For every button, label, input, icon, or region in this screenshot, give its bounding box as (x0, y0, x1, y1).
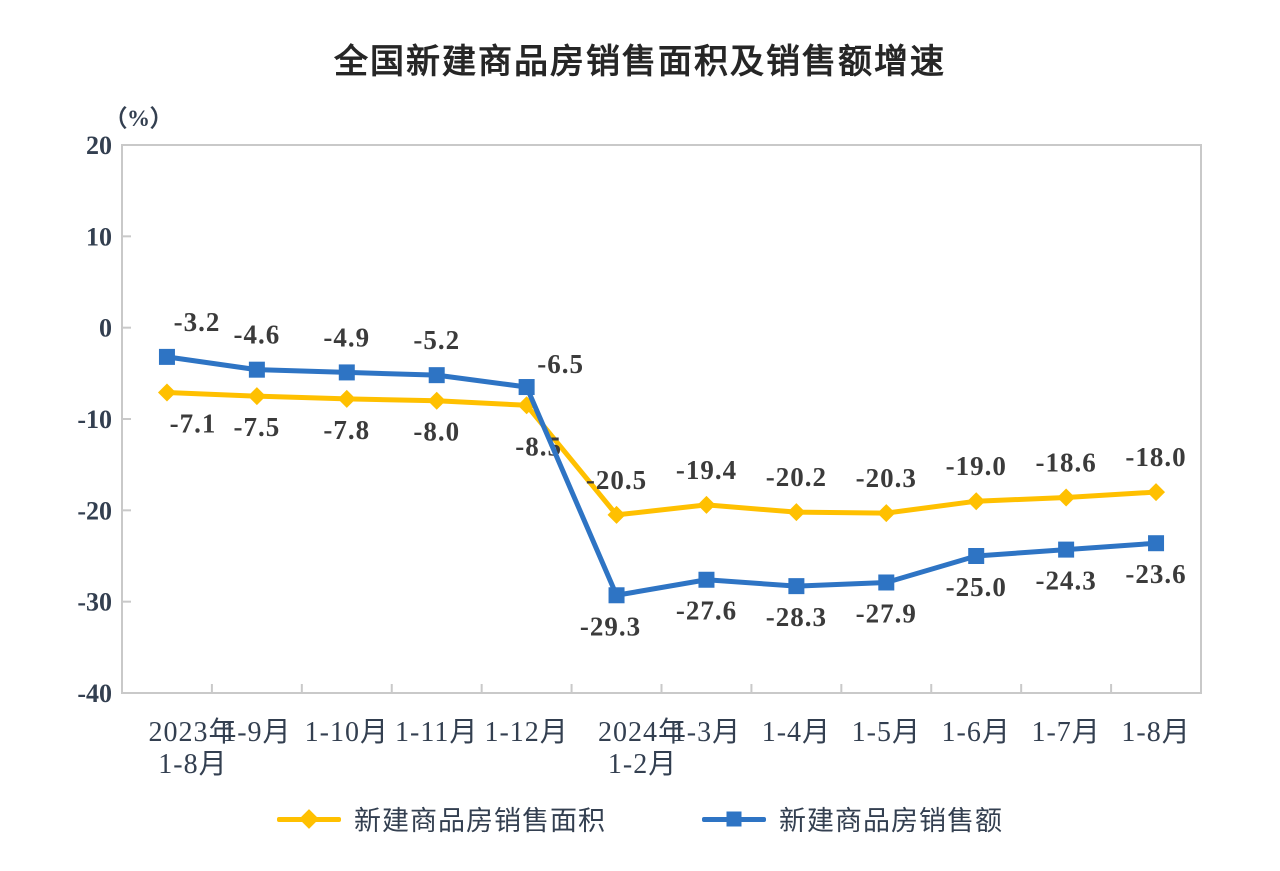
data-point-diamond (787, 503, 806, 522)
data-point-label: -29.3 (580, 611, 641, 641)
data-point-diamond (697, 495, 716, 514)
series-line-0 (164, 390, 1159, 518)
legend-item-sales-area: 新建商品房销售面积 (277, 799, 606, 838)
data-point-label: -18.0 (1125, 442, 1186, 472)
x-axis-category-label: 1-3月 (672, 717, 741, 748)
data-point-diamond (337, 389, 356, 408)
data-point-square (248, 361, 265, 378)
data-point-label: -20.2 (766, 462, 827, 492)
data-point-label: -19.4 (676, 455, 737, 485)
data-point-label: -7.8 (323, 415, 370, 445)
data-point-square (698, 571, 715, 588)
y-axis-unit-label: （%） (104, 106, 173, 131)
data-point-square (338, 364, 355, 381)
data-point-diamond (877, 504, 896, 523)
data-point-label: -8.0 (413, 417, 460, 447)
y-axis-tick-label: -20 (77, 496, 112, 525)
y-axis-tick-label: 20 (86, 131, 112, 160)
data-point-square (518, 379, 535, 396)
x-axis-category-label: 1-2月 (608, 749, 677, 780)
data-point-label: -27.9 (856, 598, 917, 628)
series-line-1 (164, 354, 1159, 598)
x-axis-category-label: 2023年 (148, 716, 237, 748)
data-point-diamond (1057, 488, 1076, 507)
legend-label-sales-area: 新建商品房销售面积 (354, 806, 606, 836)
x-axis-category-label: 1-8月 (1121, 717, 1190, 748)
x-axis-category-label: 1-8月 (158, 749, 227, 780)
legend-label-sales-revenue: 新建商品房销售额 (779, 806, 1003, 836)
data-point-label: -20.5 (586, 465, 647, 495)
x-axis-category-label: 1-9月 (222, 717, 291, 748)
data-point-label: -27.6 (676, 596, 737, 626)
data-point-diamond (157, 383, 176, 402)
y-axis-tick-label: 10 (86, 222, 112, 251)
data-point-label: -23.6 (1125, 559, 1186, 589)
data-point-square (968, 548, 985, 564)
data-point-diamond (247, 387, 266, 406)
x-axis-category-label: 1-4月 (762, 717, 831, 748)
x-axis-category-label: 1-7月 (1031, 717, 1100, 748)
x-axis-category-label: 2024年 (598, 716, 687, 748)
data-point-square (158, 348, 175, 365)
data-point-label: -19.0 (946, 451, 1007, 481)
diamond-marker-icon (299, 808, 319, 829)
plot-border (121, 144, 1202, 694)
data-point-diamond (967, 492, 986, 511)
data-point-square (1058, 541, 1075, 558)
data-point-label: -18.6 (1036, 448, 1097, 478)
x-axis-category-label: 1-6月 (942, 717, 1011, 748)
legend-item-sales-revenue: 新建商品房销售额 (702, 799, 1003, 838)
data-point-diamond (427, 391, 446, 410)
data-point-label: -25.0 (946, 572, 1007, 602)
x-axis-category-label: 1-5月 (852, 717, 921, 748)
y-axis-tick-label: -30 (77, 588, 112, 617)
data-point-label: -20.3 (856, 463, 917, 493)
sales-revenue-line-square-marker-icon (702, 808, 766, 830)
data-point-square (428, 367, 445, 384)
data-point-label: -7.5 (234, 412, 281, 442)
x-axis-category-label: 1-12月 (484, 717, 568, 748)
data-point-label: -5.2 (413, 325, 460, 355)
data-point-label: -6.5 (537, 349, 584, 379)
chart-title: 全国新建商品房销售面积及销售额增速 (334, 43, 946, 81)
data-point-label: -3.2 (174, 307, 221, 337)
data-point-square (608, 587, 625, 604)
data-point-label: -28.3 (766, 602, 827, 632)
sales-area-line-diamond-marker-icon (277, 808, 341, 830)
data-point-square (788, 578, 805, 595)
y-axis-tick-label: 0 (99, 314, 112, 343)
data-point-label: -4.9 (323, 322, 370, 352)
chart-legend: 新建商品房销售面积 新建商品房销售额 (0, 799, 1280, 838)
data-point-square (878, 574, 895, 591)
data-point-label: -4.6 (234, 320, 281, 350)
x-axis-category-label: 1-11月 (395, 717, 478, 748)
data-point-label: -24.3 (1036, 566, 1097, 596)
data-point-diamond (607, 505, 626, 524)
y-axis-tick-label: -10 (77, 405, 112, 434)
y-axis-tick-label: -40 (77, 679, 112, 708)
data-point-label: -7.1 (170, 409, 217, 439)
data-point-diamond (1147, 483, 1166, 502)
x-axis-category-label: 1-10月 (305, 717, 389, 748)
square-marker-icon (726, 811, 742, 826)
data-point-square (1148, 535, 1165, 552)
